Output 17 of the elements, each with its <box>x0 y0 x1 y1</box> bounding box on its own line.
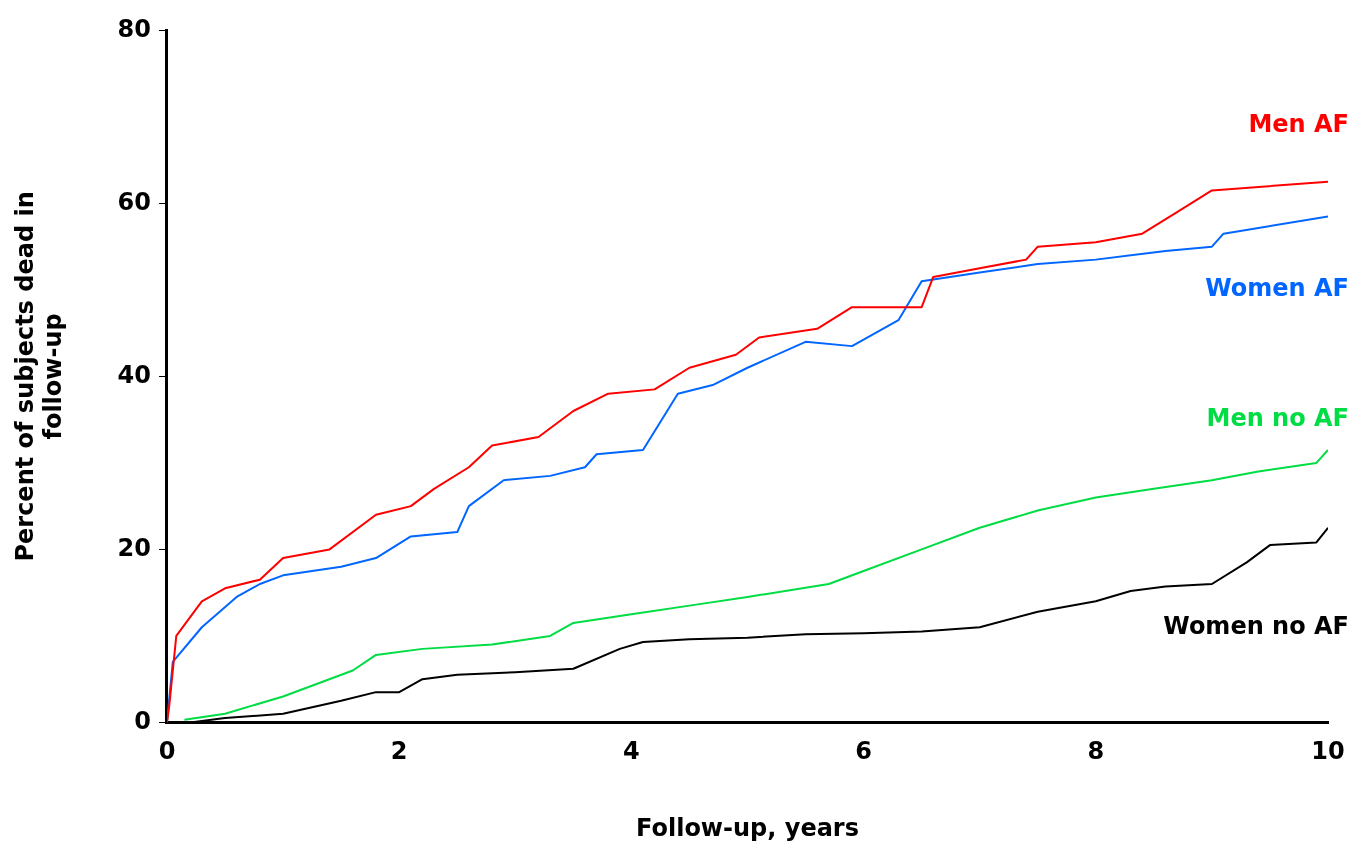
series-label: Women AF <box>1205 273 1349 302</box>
y-tick-label: 0 <box>134 706 151 735</box>
x-tick-label: 2 <box>390 737 408 766</box>
x-tick-label: 10 <box>1311 737 1345 766</box>
y-tick-label: 80 <box>117 14 151 43</box>
x-tick-label: 4 <box>623 737 640 766</box>
y-tick-label: 60 <box>117 187 151 216</box>
series-label: Women no AF <box>1163 612 1349 641</box>
series-label: Men no AF <box>1206 404 1349 433</box>
x-tick-label: 0 <box>158 737 176 766</box>
x-tick-label: 6 <box>855 737 872 766</box>
y-tick-label: 40 <box>117 360 151 389</box>
y-tick-label: 20 <box>117 533 151 562</box>
y-axis-title: Percent of subjects dead in follow-up <box>10 191 68 562</box>
x-axis-title: Follow-up, years <box>636 813 859 842</box>
x-tick-label: 8 <box>1087 737 1105 766</box>
text: Men AF <box>1248 110 1349 139</box>
